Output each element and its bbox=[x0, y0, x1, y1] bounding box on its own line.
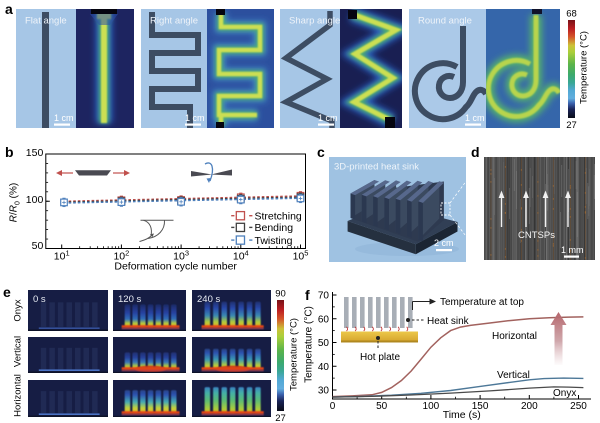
svg-text:27: 27 bbox=[275, 413, 286, 423]
svg-text:Temperature at top: Temperature at top bbox=[440, 297, 524, 308]
svg-text:1 cm: 1 cm bbox=[465, 113, 485, 123]
svg-text:120 s: 120 s bbox=[118, 294, 141, 305]
svg-text:Right angle: Right angle bbox=[150, 16, 198, 27]
svg-text:90: 90 bbox=[275, 289, 286, 300]
svg-text:CNTSPs: CNTSPs bbox=[518, 230, 555, 241]
svg-text:40: 40 bbox=[318, 362, 330, 373]
svg-text:100: 100 bbox=[26, 194, 44, 206]
svg-text:Bending: Bending bbox=[255, 222, 294, 234]
svg-text:Deformation cycle number: Deformation cycle number bbox=[114, 261, 237, 273]
svg-text:Sharp angle: Sharp angle bbox=[289, 16, 340, 27]
svg-text:Onyx: Onyx bbox=[553, 388, 576, 399]
svg-text:Twisting: Twisting bbox=[255, 235, 293, 247]
svg-text:Round angle: Round angle bbox=[418, 16, 472, 27]
svg-text:1 cm: 1 cm bbox=[318, 113, 338, 123]
svg-text:Vertical: Vertical bbox=[497, 370, 530, 381]
svg-text:27: 27 bbox=[566, 120, 577, 131]
svg-text:100: 100 bbox=[423, 401, 440, 412]
svg-text:50: 50 bbox=[32, 240, 44, 252]
svg-text:1 cm: 1 cm bbox=[54, 113, 74, 123]
svg-text:Stretching: Stretching bbox=[255, 210, 302, 222]
svg-text:Flat angle: Flat angle bbox=[25, 16, 67, 27]
svg-text:68: 68 bbox=[566, 9, 577, 20]
svg-text:3D-printed heat sink: 3D-printed heat sink bbox=[334, 162, 419, 173]
svg-text:50: 50 bbox=[318, 338, 330, 349]
svg-text:0 s: 0 s bbox=[33, 294, 46, 305]
svg-text:200: 200 bbox=[521, 401, 538, 412]
svg-text:0: 0 bbox=[330, 401, 336, 412]
svg-text:Horizontal: Horizontal bbox=[492, 331, 537, 342]
svg-text:Heat sink: Heat sink bbox=[427, 316, 470, 327]
svg-text:101: 101 bbox=[54, 249, 70, 263]
svg-text:1 cm: 1 cm bbox=[185, 113, 205, 123]
svg-text:30: 30 bbox=[318, 386, 330, 397]
svg-text:2 cm: 2 cm bbox=[434, 238, 454, 248]
svg-text:105: 105 bbox=[293, 249, 309, 263]
svg-text:250: 250 bbox=[570, 401, 587, 412]
svg-text:150: 150 bbox=[472, 401, 489, 412]
svg-text:1 mm: 1 mm bbox=[561, 245, 584, 255]
svg-text:150: 150 bbox=[26, 147, 44, 159]
svg-text:Hot plate: Hot plate bbox=[360, 352, 400, 363]
svg-text:240 s: 240 s bbox=[197, 294, 220, 305]
svg-text:60: 60 bbox=[318, 314, 330, 325]
svg-text:50: 50 bbox=[376, 401, 388, 412]
svg-text:70: 70 bbox=[318, 291, 330, 302]
svg-text:Time (s): Time (s) bbox=[443, 409, 481, 421]
